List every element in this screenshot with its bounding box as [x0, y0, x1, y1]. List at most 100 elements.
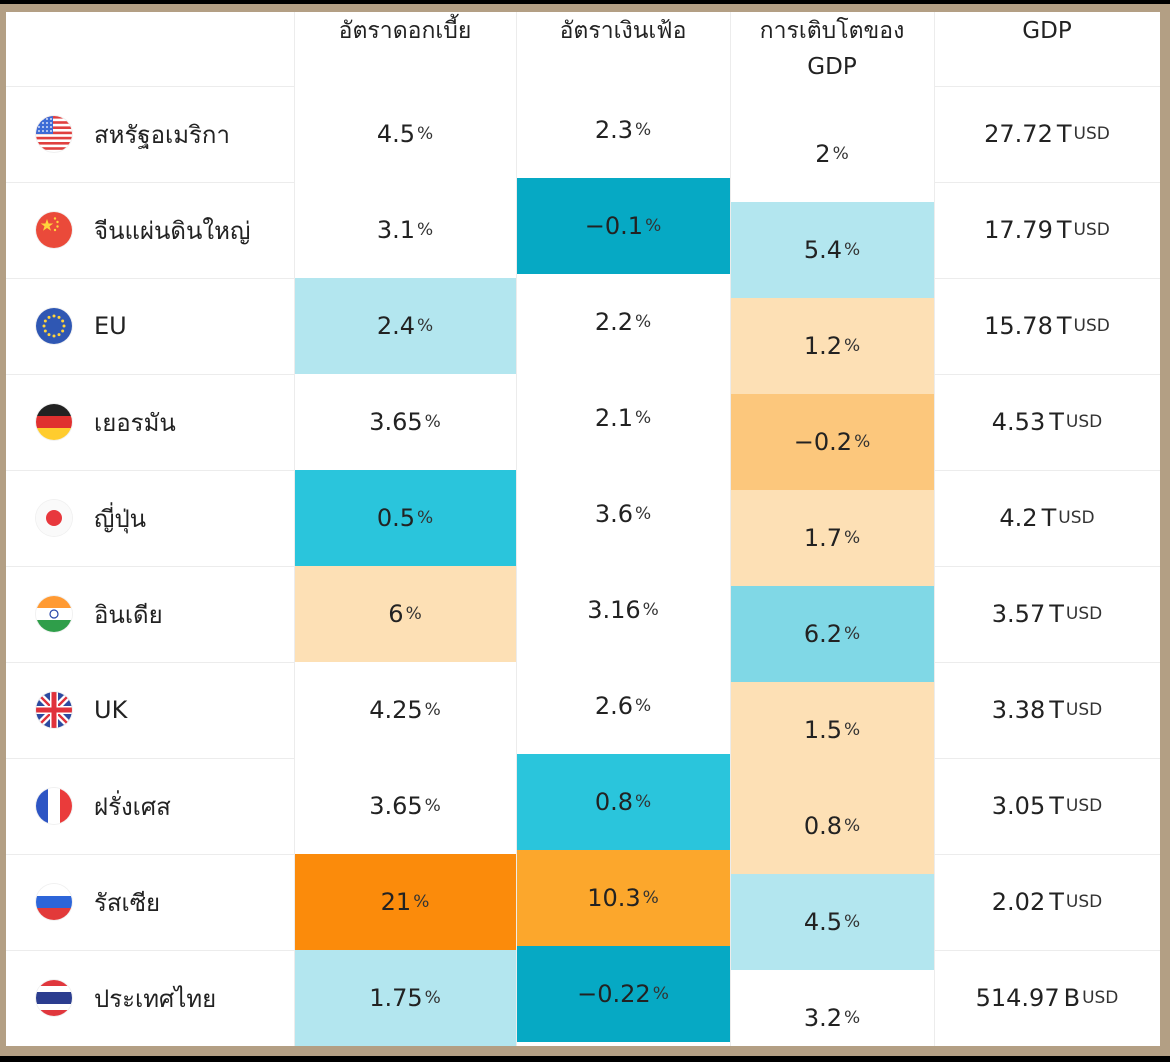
gdp-currency: USD — [1073, 316, 1110, 336]
header-inflation-label: อัตราเงินเฟ้อ — [559, 18, 687, 44]
cn-flag-icon — [36, 212, 72, 248]
inflation-rate-value: 2.6 — [594, 692, 633, 720]
row-divider — [934, 758, 1160, 759]
th-flag-icon — [36, 980, 72, 1016]
inflation-rate-cell[interactable]: 2.6% — [516, 658, 730, 754]
gdp-growth-cell[interactable]: 5.4% — [730, 202, 934, 298]
gdp-magnitude: T — [1049, 888, 1064, 916]
header-gdp[interactable]: GDP — [934, 12, 1160, 84]
country-cell[interactable]: จีนแผ่นดินใหญ่ — [6, 182, 294, 278]
gdp-currency: USD — [1082, 988, 1119, 1008]
percent-symbol: % — [844, 1008, 861, 1028]
inflation-rate-cell[interactable]: 0.8% — [516, 754, 730, 850]
gdp-value: 15.78 — [984, 312, 1053, 340]
percent-symbol: % — [635, 696, 652, 716]
interest-rate-cell[interactable]: 0.5% — [294, 470, 516, 566]
country-name: ฝรั่งเศส — [94, 792, 171, 821]
gdp-cell[interactable]: 4.53 T USD — [934, 374, 1160, 470]
in-flag-icon — [36, 596, 72, 632]
row-divider — [6, 854, 294, 855]
gdp-growth-cell[interactable]: 1.7% — [730, 490, 934, 586]
inflation-rate-value: 10.3 — [587, 884, 641, 912]
gdp-growth-cell[interactable]: 6.2% — [730, 586, 934, 682]
percent-symbol: % — [417, 508, 434, 528]
gdp-cell[interactable]: 17.79 T USD — [934, 182, 1160, 278]
gdp-cell[interactable]: 3.05 T USD — [934, 758, 1160, 854]
percent-symbol: % — [635, 120, 652, 140]
gdp-cell[interactable]: 4.2 T USD — [934, 470, 1160, 566]
gdp-value: 3.57 — [991, 600, 1046, 628]
percent-symbol: % — [642, 888, 659, 908]
percent-symbol: % — [424, 796, 441, 816]
interest-rate-cell[interactable]: 4.5% — [294, 86, 516, 182]
row-divider — [934, 86, 1160, 87]
gdp-currency: USD — [1065, 796, 1103, 816]
gdp-growth-value: −0.2 — [793, 428, 853, 456]
country-cell[interactable]: EU — [6, 278, 294, 374]
inflation-rate-cell[interactable]: 2.2% — [516, 274, 730, 370]
gdp-cell[interactable]: 514.97 B USD — [934, 950, 1160, 1046]
gdp-growth-cell[interactable]: −0.2% — [730, 394, 934, 490]
inflation-rate-cell[interactable]: 3.6% — [516, 466, 730, 562]
gdp-value: 2.02 — [991, 888, 1046, 916]
gdp-cell[interactable]: 2.02 T USD — [934, 854, 1160, 950]
percent-symbol: % — [844, 624, 861, 644]
gdp-growth-cell[interactable]: 4.5% — [730, 874, 934, 970]
inflation-rate-cell[interactable]: −0.22% — [516, 946, 730, 1042]
inflation-rate-cell[interactable]: 2.3% — [516, 82, 730, 178]
inflation-rate-cell[interactable]: −0.1% — [516, 178, 730, 274]
fr-flag-icon — [36, 788, 72, 824]
interest-rate-cell[interactable]: 1.75% — [294, 950, 516, 1046]
interest-rate-cell[interactable]: 4.25% — [294, 662, 516, 758]
interest-rate-cell[interactable]: 6% — [294, 566, 516, 662]
interest-rate-cell[interactable]: 2.4% — [294, 278, 516, 374]
gdp-cell[interactable]: 27.72 T USD — [934, 86, 1160, 182]
header-gdp-label: GDP — [1022, 18, 1072, 44]
gdp-growth-cell[interactable]: 0.8% — [730, 778, 934, 874]
percent-symbol: % — [635, 792, 652, 812]
gdp-cell[interactable]: 15.78 T USD — [934, 278, 1160, 374]
percent-symbol: % — [635, 408, 652, 428]
country-cell[interactable]: ประเทศไทย — [6, 950, 294, 1046]
header-inflation-rate[interactable]: อัตราเงินเฟ้อ — [516, 12, 730, 84]
gdp-cell[interactable]: 3.57 T USD — [934, 566, 1160, 662]
interest-rate-value: 21 — [380, 888, 412, 916]
header-growth-label-line2: GDP — [807, 53, 857, 80]
country-cell[interactable]: UK — [6, 662, 294, 758]
gdp-growth-value: 4.5 — [803, 908, 842, 936]
inflation-rate-value: 3.6 — [594, 500, 633, 528]
interest-rate-cell[interactable]: 3.65% — [294, 758, 516, 854]
country-name: จีนแผ่นดินใหญ่ — [94, 216, 251, 245]
gdp-growth-cell[interactable]: 1.5% — [730, 682, 934, 778]
gdp-currency: USD — [1065, 604, 1103, 624]
gdp-currency: USD — [1065, 412, 1103, 432]
country-cell[interactable]: รัสเซีย — [6, 854, 294, 950]
inflation-rate-cell[interactable]: 2.1% — [516, 370, 730, 466]
country-cell[interactable]: อินเดีย — [6, 566, 294, 662]
header-interest-rate[interactable]: อัตราดอกเบี้ย — [294, 12, 516, 84]
inflation-rate-cell[interactable]: 3.16% — [516, 562, 730, 658]
row-divider — [6, 470, 294, 471]
gdp-growth-value: 6.2 — [803, 620, 842, 648]
row-divider — [934, 278, 1160, 279]
country-cell[interactable]: สหรัฐอเมริกา — [6, 86, 294, 182]
gdp-growth-value: 1.7 — [803, 524, 842, 552]
gdp-growth-cell[interactable]: 3.2% — [730, 970, 934, 1046]
interest-rate-cell[interactable]: 3.1% — [294, 182, 516, 278]
country-cell[interactable]: ฝรั่งเศส — [6, 758, 294, 854]
gdp-cell[interactable]: 3.38 T USD — [934, 662, 1160, 758]
inflation-rate-cell[interactable]: 10.3% — [516, 850, 730, 946]
header-gdp-growth[interactable]: การเติบโตของ GDP — [730, 12, 934, 102]
interest-rate-cell[interactable]: 3.65% — [294, 374, 516, 470]
gdp-value: 4.53 — [991, 408, 1046, 436]
country-name: อินเดีย — [94, 600, 163, 629]
gdp-magnitude: T — [1056, 312, 1072, 340]
country-cell[interactable]: เยอรมัน — [6, 374, 294, 470]
percent-symbol: % — [635, 504, 652, 524]
country-name: รัสเซีย — [94, 888, 161, 917]
country-cell[interactable]: ญี่ปุ่น — [6, 470, 294, 566]
interest-rate-value: 4.25 — [369, 696, 423, 724]
gdp-growth-cell[interactable]: 2% — [730, 106, 934, 202]
interest-rate-cell[interactable]: 21% — [294, 854, 516, 950]
gdp-growth-cell[interactable]: 1.2% — [730, 298, 934, 394]
